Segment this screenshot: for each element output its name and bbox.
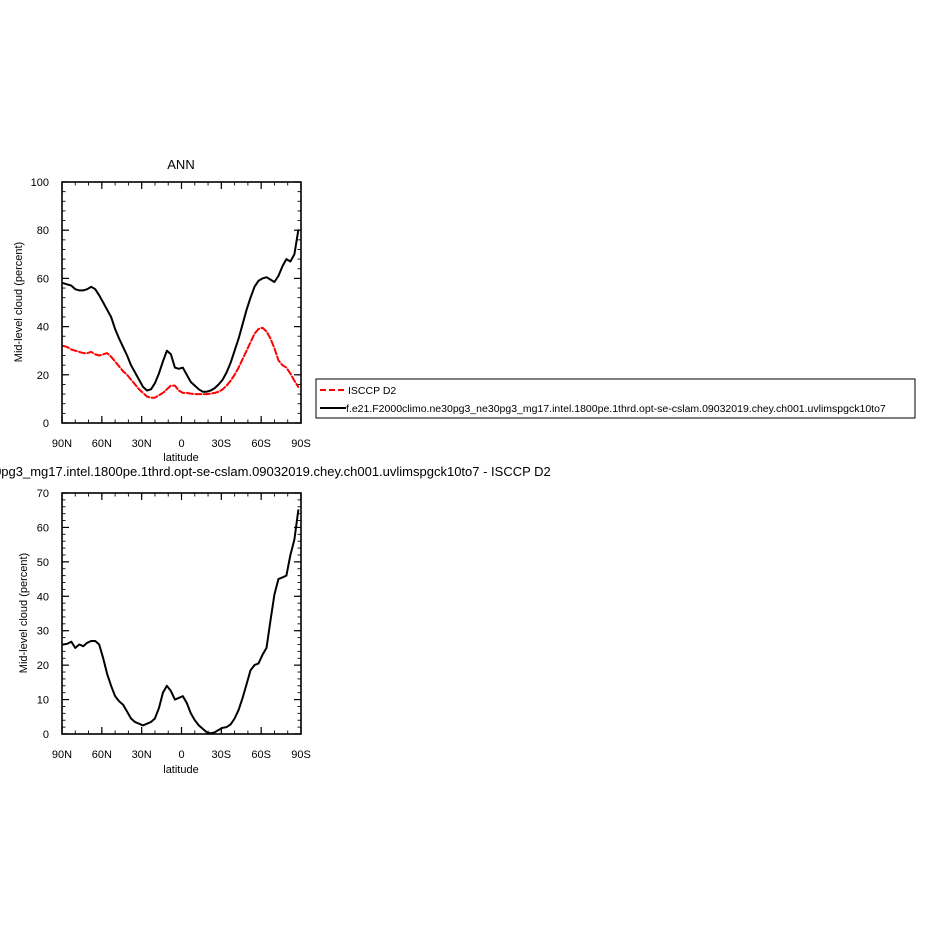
bottom-panel-x-tick-labels: 90N 60N 30N 0 30S 60S 90S — [52, 749, 311, 761]
legend: ISCCP D2 f.e21.F2000climo.ne30pg3_ne30pg… — [315, 378, 916, 419]
bottom-panel-ticks — [61, 492, 302, 735]
top-panel-y-tick-label: 40 — [37, 322, 49, 334]
top-panel-x-label: latitude — [163, 452, 198, 464]
bottom-panel-series-line-0 — [62, 509, 300, 735]
bottom-panel-x-tick-label: 90S — [291, 749, 311, 761]
top-panel-x-tick-label: 30N — [132, 438, 152, 450]
bottom-panel: f.e21.F2000climo.ne30pg3_ne30pg3_mg17.in… — [0, 464, 551, 776]
top-panel-x-tick-label: 0 — [178, 438, 184, 450]
bottom-panel-x-tick-label: 60N — [92, 749, 112, 761]
top-panel-y-tick-label: 100 — [31, 177, 49, 189]
top-panel: ANN 0 20 40 60 80 100 90N 60N 30N 0 30S 60S 90S lat… — [13, 157, 311, 464]
top-panel-ticks — [61, 181, 302, 424]
bottom-panel-series — [62, 509, 300, 735]
bottom-panel-y-tick-label: 70 — [37, 488, 49, 500]
bottom-panel-y-tick-label: 60 — [37, 522, 49, 534]
top-panel-x-tick-labels: 90N 60N 30N 0 30S 60S 90S — [52, 438, 311, 450]
top-panel-y-tick-label: 60 — [37, 273, 49, 285]
bottom-panel-x-tick-label: 0 — [178, 749, 184, 761]
top-panel-y-tick-label: 80 — [37, 225, 49, 237]
top-panel-series-line-1 — [62, 229, 300, 393]
bottom-panel-x-tick-label: 30S — [212, 749, 232, 761]
top-panel-series — [62, 229, 300, 399]
bottom-panel-y-tick-label: 20 — [37, 660, 49, 672]
top-panel-x-tick-label: 30S — [212, 438, 232, 450]
top-panel-title: ANN — [167, 157, 194, 172]
top-panel-y-tick-label: 20 — [37, 370, 49, 382]
bottom-panel-y-tick-label: 10 — [37, 695, 49, 707]
top-panel-x-tick-label: 60S — [251, 438, 271, 450]
top-panel-x-tick-label: 90N — [52, 438, 72, 450]
top-panel-y-label: Mid-level cloud (percent) — [13, 242, 25, 362]
top-panel-series-line-0 — [62, 326, 300, 399]
bottom-panel-y-tick-label: 40 — [37, 591, 49, 603]
bottom-panel-y-tick-label: 0 — [43, 729, 49, 741]
bottom-panel-y-label: Mid-level cloud (percent) — [18, 553, 30, 673]
top-panel-x-tick-label: 60N — [92, 438, 112, 450]
legend-entry-obs: ISCCP D2 — [348, 385, 396, 397]
bottom-panel-x-tick-label: 30N — [132, 749, 152, 761]
top-panel-x-tick-label: 90S — [291, 438, 311, 450]
bottom-panel-title: f.e21.F2000climo.ne30pg3_ne30pg3_mg17.in… — [0, 464, 551, 479]
top-panel-y-tick-labels: 0 20 40 60 80 100 — [31, 177, 49, 430]
top-panel-frame — [61, 181, 302, 424]
bottom-panel-x-label: latitude — [163, 764, 198, 776]
bottom-panel-frame — [61, 492, 302, 735]
legend-box — [315, 378, 916, 419]
bottom-panel-x-tick-label: 90N — [52, 749, 72, 761]
bottom-panel-x-tick-label: 60S — [251, 749, 271, 761]
legend-entry-model: f.e21.F2000climo.ne30pg3_ne30pg3_mg17.in… — [346, 403, 886, 415]
top-panel-y-tick-label: 0 — [43, 418, 49, 430]
bottom-panel-y-tick-label: 30 — [37, 626, 49, 638]
bottom-panel-y-tick-label: 50 — [37, 557, 49, 569]
bottom-panel-y-tick-labels: 0 10 20 30 40 50 60 70 — [37, 488, 49, 741]
